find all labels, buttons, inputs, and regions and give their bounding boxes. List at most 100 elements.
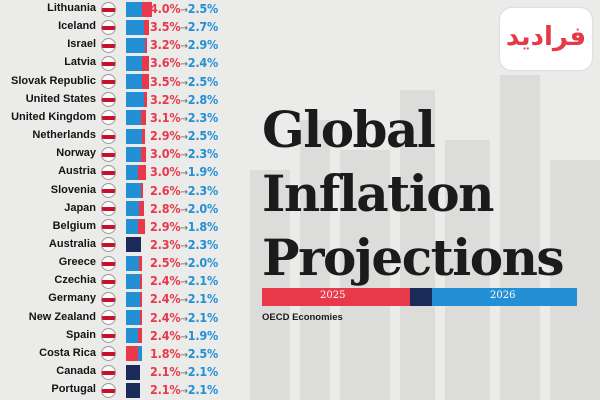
lithuania-flag-icon bbox=[101, 1, 116, 17]
bar-2026 bbox=[126, 37, 145, 53]
arrow-icon: → bbox=[180, 222, 188, 234]
bar-2026 bbox=[126, 55, 142, 71]
value-label: 3.5%→2.7% bbox=[150, 19, 218, 34]
value-2025: 3.6% bbox=[150, 55, 181, 71]
value-2026: 2.1% bbox=[187, 291, 219, 307]
value-2025: 3.5% bbox=[150, 73, 181, 89]
flag-stripe bbox=[102, 316, 115, 321]
value-2025: 3.0% bbox=[150, 164, 181, 180]
flag-stripe bbox=[102, 170, 115, 175]
canada-flag-icon bbox=[101, 364, 116, 380]
bar-2025 bbox=[126, 346, 138, 362]
arrow-icon: → bbox=[180, 368, 188, 379]
arrow-icon: → bbox=[180, 240, 188, 252]
value-2026: 2.1% bbox=[187, 309, 219, 325]
bar-2026 bbox=[126, 164, 139, 180]
value-2026: 2.1% bbox=[187, 382, 219, 398]
arrow-icon: → bbox=[180, 77, 188, 89]
bar-equal bbox=[126, 237, 141, 253]
slovenia-flag-icon bbox=[101, 183, 116, 198]
arrow-icon: → bbox=[180, 313, 188, 325]
bar-2026 bbox=[126, 1, 143, 17]
value-label: 2.4%→2.1% bbox=[150, 310, 218, 325]
value-2026: 2.0% bbox=[187, 200, 219, 216]
value-2026: 1.9% bbox=[187, 327, 219, 343]
value-label: 2.9%→2.5% bbox=[150, 128, 218, 143]
value-2026: 2.5% bbox=[187, 128, 219, 144]
country-label: Netherlands bbox=[32, 129, 96, 142]
value-2026: 2.4% bbox=[187, 55, 219, 71]
value-2025: 2.3% bbox=[150, 236, 181, 252]
arrow-icon: → bbox=[180, 59, 188, 71]
value-label: 2.4%→1.9% bbox=[150, 328, 218, 343]
country-label: Greece bbox=[58, 256, 96, 269]
flag-stripe bbox=[102, 352, 115, 357]
spain-flag-icon bbox=[101, 328, 116, 344]
bar-2026 bbox=[126, 273, 140, 289]
flag-stripe bbox=[102, 61, 115, 66]
value-2026: 2.3% bbox=[187, 146, 219, 162]
flag-stripe bbox=[102, 370, 115, 375]
value-2026: 2.5% bbox=[187, 345, 219, 361]
value-label: 2.3%→2.3% bbox=[150, 237, 218, 252]
value-2025: 2.9% bbox=[150, 218, 181, 234]
japan-flag-icon bbox=[101, 201, 116, 217]
value-label: 3.2%→2.8% bbox=[150, 92, 218, 107]
country-label: Slovenia bbox=[50, 183, 96, 196]
arrow-icon: → bbox=[180, 349, 188, 361]
country-label: Japan bbox=[64, 201, 96, 214]
value-2026: 2.8% bbox=[187, 91, 219, 107]
logo-text: فرادید bbox=[505, 22, 587, 52]
country-label: Slovak Republic bbox=[11, 74, 96, 87]
title-line-1: Global bbox=[262, 100, 436, 159]
value-2025: 2.1% bbox=[150, 364, 181, 379]
value-2026: 2.9% bbox=[187, 37, 219, 53]
value-label: 2.5%→2.0% bbox=[150, 255, 218, 270]
arrow-icon: → bbox=[180, 132, 188, 144]
country-label: Austria bbox=[58, 165, 96, 178]
country-label: United Kingdom bbox=[11, 110, 96, 123]
czechia-flag-icon bbox=[101, 273, 116, 289]
flag-stripe bbox=[102, 243, 115, 248]
value-label: 4.0%→2.5% bbox=[150, 1, 218, 16]
flag-stripe bbox=[102, 116, 115, 121]
arrow-icon: → bbox=[180, 386, 188, 398]
australia-flag-icon bbox=[101, 237, 116, 253]
arrow-icon: → bbox=[180, 204, 188, 216]
bar-2026 bbox=[126, 310, 140, 326]
country-label: Spain bbox=[66, 328, 96, 341]
country-label: Norway bbox=[56, 147, 96, 160]
value-label: 2.8%→2.0% bbox=[150, 201, 218, 216]
bar-2026 bbox=[126, 19, 144, 35]
country-label: Germany bbox=[48, 292, 96, 305]
slovakia-flag-icon bbox=[101, 74, 116, 90]
flag-stripe bbox=[102, 134, 115, 139]
value-2025: 2.4% bbox=[150, 327, 181, 343]
uk-flag-icon bbox=[101, 110, 116, 126]
value-2025: 2.6% bbox=[150, 182, 181, 198]
value-2025: 3.5% bbox=[150, 19, 181, 35]
value-2025: 3.1% bbox=[150, 109, 181, 125]
bar-2026 bbox=[126, 219, 138, 235]
value-2026: 2.3% bbox=[187, 182, 219, 198]
value-2026: 2.1% bbox=[187, 364, 219, 379]
value-label: 2.1%→2.1% bbox=[150, 382, 218, 397]
value-2025: 2.4% bbox=[150, 291, 181, 307]
flag-stripe bbox=[102, 189, 115, 193]
costa-rica-flag-icon bbox=[101, 346, 116, 362]
arrow-icon: → bbox=[180, 168, 188, 180]
bar-2026 bbox=[126, 92, 145, 108]
flag-stripe bbox=[102, 7, 115, 12]
belgium-flag-icon bbox=[101, 219, 116, 235]
flag-stripe bbox=[102, 207, 115, 212]
flag-stripe bbox=[102, 388, 115, 393]
value-2025: 3.2% bbox=[150, 37, 181, 53]
israel-flag-icon bbox=[101, 37, 116, 53]
title-line-3: Projections bbox=[262, 228, 565, 287]
country-label: United States bbox=[25, 92, 96, 105]
bar-equal bbox=[126, 382, 140, 398]
chart-title: Global Inflation Projections bbox=[262, 98, 592, 290]
brand-logo: فرادید bbox=[500, 8, 592, 70]
legend-2026-swatch bbox=[432, 288, 577, 306]
